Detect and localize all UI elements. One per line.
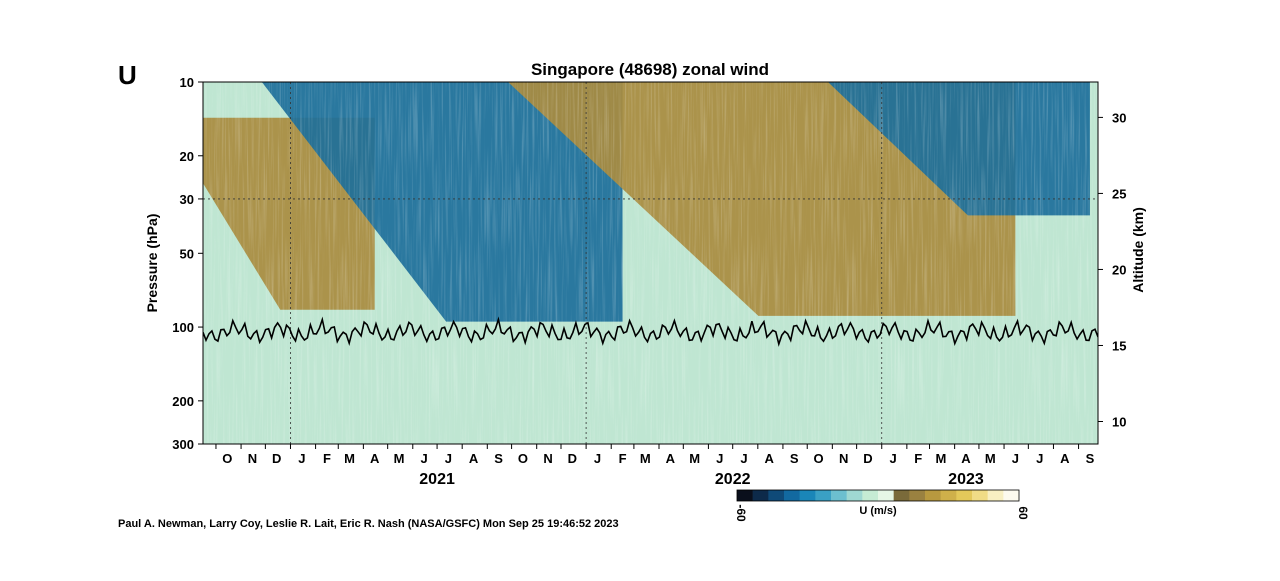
colorbar-swatch bbox=[940, 490, 957, 501]
x-month-label: S bbox=[1086, 451, 1095, 466]
x-month-label: S bbox=[494, 451, 503, 466]
y-tick-label: 20 bbox=[180, 149, 194, 164]
x-year-label: 2022 bbox=[715, 471, 751, 488]
x-month-label: A bbox=[469, 451, 479, 466]
x-year-label: 2021 bbox=[419, 471, 455, 488]
colorbar-swatch bbox=[752, 490, 769, 501]
colorbar-label: U (m/s) bbox=[859, 505, 897, 517]
heatmap-plot-area bbox=[203, 82, 1098, 444]
y-tick-label: 100 bbox=[172, 320, 194, 335]
colorbar-swatch bbox=[909, 490, 926, 501]
x-month-label: M bbox=[344, 451, 355, 466]
colorbar-swatch bbox=[815, 490, 832, 501]
colorbar-swatch bbox=[784, 490, 800, 501]
x-month-label: J bbox=[421, 451, 428, 466]
colorbar-max-label: 60 bbox=[1016, 506, 1030, 520]
colorbar-swatch bbox=[956, 490, 973, 501]
colorbar-swatch bbox=[846, 490, 863, 501]
y-axis-label: Pressure (hPa) bbox=[144, 214, 160, 313]
x-month-label: S bbox=[790, 451, 799, 466]
x-month-label: D bbox=[568, 451, 577, 466]
x-month-label: M bbox=[689, 451, 700, 466]
credit-line: Paul A. Newman, Larry Coy, Leslie R. Lai… bbox=[118, 518, 619, 530]
colorbar-swatch bbox=[893, 490, 910, 501]
colorbar-swatch bbox=[878, 490, 894, 501]
colorbar-swatch bbox=[799, 490, 816, 501]
x-month-label: J bbox=[740, 451, 747, 466]
x-month-label: A bbox=[1060, 451, 1070, 466]
colorbar-swatch bbox=[768, 490, 785, 501]
x-month-label: M bbox=[985, 451, 996, 466]
colorbar-swatch bbox=[737, 490, 753, 501]
colorbar-swatch bbox=[925, 490, 941, 501]
x-month-label: A bbox=[961, 451, 971, 466]
x-month-label: D bbox=[863, 451, 872, 466]
month-axis: O N D J F M A M J J A S O N D J F M A M J J A S O N D J F M A M J J A S2021… bbox=[215, 444, 1095, 488]
colorbar-swatch bbox=[1003, 490, 1020, 501]
x-month-label: O bbox=[814, 451, 824, 466]
streak-texture bbox=[203, 82, 1098, 444]
y2-tick-label: 20 bbox=[1112, 262, 1126, 277]
colorbar-min-label: -60 bbox=[734, 504, 748, 522]
colorbar-frame bbox=[736, 489, 1020, 502]
y-tick-label: 300 bbox=[172, 437, 194, 452]
y2-tick-label: 30 bbox=[1112, 110, 1126, 125]
panel-letter: U bbox=[118, 60, 137, 90]
altitude-axis: 30 25 20 15 10 bbox=[1098, 110, 1126, 429]
x-month-label: J bbox=[1036, 451, 1043, 466]
y2-tick-label: 10 bbox=[1112, 414, 1126, 429]
x-month-label: J bbox=[716, 451, 723, 466]
chart-title: Singapore (48698) zonal wind bbox=[531, 60, 769, 79]
x-month-label: M bbox=[935, 451, 946, 466]
colorbar-swatch bbox=[831, 490, 847, 501]
y-tick-label: 50 bbox=[180, 246, 194, 261]
x-month-label: F bbox=[914, 451, 922, 466]
reference-lines bbox=[203, 82, 1098, 444]
x-month-label: M bbox=[394, 451, 405, 466]
pressure-axis: 10 20 30 50 100 200 300 bbox=[172, 75, 203, 452]
x-month-label: M bbox=[640, 451, 651, 466]
x-month-label: F bbox=[619, 451, 627, 466]
tropopause-line bbox=[203, 316, 1098, 347]
x-month-label: N bbox=[839, 451, 848, 466]
x-month-label: A bbox=[666, 451, 676, 466]
x-month-label: J bbox=[1012, 451, 1019, 466]
x-month-label: A bbox=[370, 451, 380, 466]
x-month-label: J bbox=[445, 451, 452, 466]
x-month-label: O bbox=[518, 451, 528, 466]
x-month-label: D bbox=[272, 451, 281, 466]
colorbar-swatch bbox=[862, 490, 879, 501]
x-month-label: O bbox=[222, 451, 232, 466]
colorbar-swatch bbox=[987, 490, 1004, 501]
x-month-label: N bbox=[248, 451, 257, 466]
colorbar bbox=[736, 489, 1020, 502]
y2-tick-label: 25 bbox=[1112, 186, 1126, 201]
y2-tick-label: 15 bbox=[1112, 338, 1126, 353]
plot-frame bbox=[202, 81, 1099, 445]
y-tick-label: 200 bbox=[172, 394, 194, 409]
x-month-label: A bbox=[764, 451, 774, 466]
colorbar-swatch bbox=[972, 490, 988, 501]
x-month-label: J bbox=[889, 451, 896, 466]
x-month-label: N bbox=[543, 451, 552, 466]
x-month-label: J bbox=[594, 451, 601, 466]
y2-axis-label: Altitude (km) bbox=[1130, 207, 1146, 293]
y-tick-label: 30 bbox=[180, 192, 194, 207]
x-month-label: J bbox=[298, 451, 305, 466]
x-year-label: 2023 bbox=[948, 471, 984, 488]
x-month-label: F bbox=[323, 451, 331, 466]
y-tick-label: 10 bbox=[180, 75, 194, 90]
